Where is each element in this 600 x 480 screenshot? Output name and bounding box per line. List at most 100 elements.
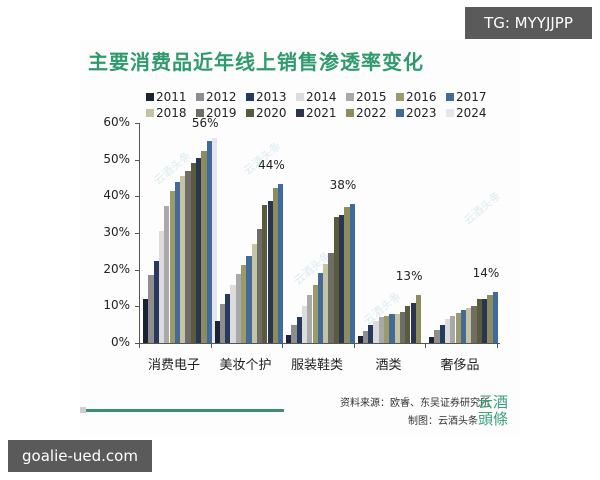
- bar: [344, 207, 350, 343]
- legend-item: 2017: [446, 89, 496, 105]
- bar: [211, 137, 218, 343]
- y-tick: [135, 343, 139, 344]
- bar: [460, 310, 467, 343]
- bar: [362, 331, 369, 343]
- bar: [476, 299, 482, 343]
- x-tick: [496, 343, 498, 348]
- legend-item: 2014: [296, 89, 346, 105]
- site-badge: goalie-ued.com: [8, 440, 152, 472]
- bar: [174, 181, 181, 343]
- tg-badge: TG: MYYJJPP: [465, 7, 592, 39]
- legend-label: 2024: [456, 106, 487, 120]
- legend-item: 2015: [346, 89, 396, 105]
- chart-legend: 2011 2012 2013 2014 2015 2016 2017 2018 2019 202…: [146, 89, 496, 121]
- legend-swatch-icon: [146, 109, 154, 117]
- legend-item: 2022: [346, 105, 396, 121]
- bar: [384, 315, 390, 343]
- bar: [328, 253, 334, 343]
- value-annotation: 38%: [329, 177, 357, 192]
- legend-swatch-icon: [346, 93, 354, 101]
- divider-line: [86, 409, 284, 412]
- y-tick-label: 10%: [103, 298, 130, 313]
- bar: [487, 295, 493, 343]
- y-tick: [135, 123, 139, 124]
- bar: [230, 285, 236, 343]
- y-tick: [135, 196, 139, 198]
- legend-item: 2012: [196, 89, 246, 105]
- y-tick-label: 0%: [110, 335, 130, 349]
- y-tick: [135, 306, 139, 308]
- legend-row: 2011 2012 2013 2014 2015 2016 2017: [146, 89, 496, 105]
- legend-item: 2019: [196, 105, 246, 121]
- bar: [148, 275, 154, 343]
- bar: [333, 216, 339, 343]
- y-tick-label: 20%: [103, 261, 130, 276]
- legend-label: 2023: [406, 106, 437, 120]
- y-tick-label: 30%: [103, 225, 130, 239]
- bar: [357, 336, 363, 343]
- watermark: 云酒头条: [461, 189, 504, 228]
- legend-swatch-icon: [296, 109, 304, 117]
- bar: [296, 316, 302, 343]
- legend-swatch-icon: [446, 93, 454, 101]
- bar: [429, 337, 435, 343]
- bar: [317, 273, 324, 343]
- bar: [158, 231, 165, 343]
- bar: [272, 188, 279, 343]
- bar: [301, 306, 308, 343]
- bar: [214, 321, 220, 343]
- bar: [164, 205, 170, 343]
- y-tick: [135, 269, 139, 271]
- x-axis: [136, 343, 500, 344]
- bar: [256, 229, 263, 343]
- legend-item: 2020: [246, 105, 296, 121]
- bar: [143, 299, 149, 343]
- x-tick: [139, 343, 140, 348]
- category-label: 酒类: [375, 358, 402, 373]
- legend-label: 2018: [156, 106, 187, 120]
- value-annotation: 44%: [258, 158, 285, 173]
- bar: [439, 324, 445, 343]
- bar: [169, 190, 175, 343]
- bar: [466, 308, 472, 343]
- bar: [492, 291, 498, 343]
- y-axis: [139, 123, 140, 344]
- legend-item: 2023: [396, 105, 446, 121]
- bar: [241, 264, 247, 343]
- chart-card: [80, 40, 520, 435]
- bar: [471, 306, 477, 343]
- bar: [368, 325, 374, 343]
- legend-swatch-icon: [246, 93, 254, 101]
- logo-line-1: 云酒: [478, 393, 509, 411]
- bar: [339, 214, 345, 343]
- bar: [373, 321, 379, 343]
- legend-swatch-icon: [196, 93, 204, 101]
- legend-label: 2016: [406, 90, 437, 104]
- legend-row: 2018 2019 2020 2021 2022 2023 2024: [146, 105, 496, 121]
- legend-swatch-icon: [246, 109, 254, 117]
- category-label: 消费电子: [147, 358, 200, 373]
- legend-label: 2017: [456, 90, 487, 104]
- legend-item: 2024: [446, 105, 496, 121]
- legend-swatch-icon: [346, 109, 354, 117]
- bar: [286, 334, 292, 343]
- legend-swatch-icon: [396, 93, 404, 101]
- category-label: 美妆个护: [219, 358, 272, 373]
- y-tick-label: 60%: [103, 115, 130, 129]
- bar: [349, 203, 355, 343]
- legend-label: 2014: [306, 90, 337, 104]
- x-tick: [210, 343, 212, 348]
- bar: [267, 201, 273, 343]
- y-tick-label: 40%: [103, 188, 130, 203]
- bar: [278, 184, 284, 343]
- value-annotation: 14%: [472, 265, 500, 280]
- bar: [185, 170, 191, 343]
- bar: [251, 244, 257, 343]
- bar: [225, 293, 231, 343]
- logo: 云酒 頭條: [478, 394, 518, 428]
- bar: [153, 260, 159, 343]
- legend-label: 2013: [256, 90, 287, 104]
- bar: [180, 176, 186, 343]
- bar: [389, 314, 395, 343]
